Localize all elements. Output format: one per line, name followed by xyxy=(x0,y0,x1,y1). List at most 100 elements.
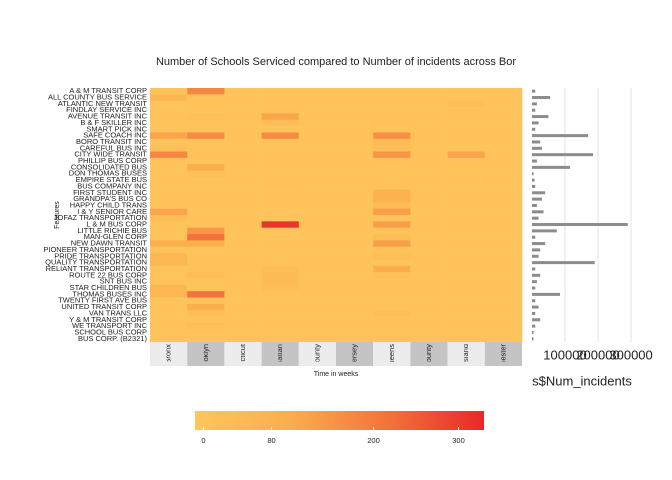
heat-cell xyxy=(484,151,523,159)
bar xyxy=(531,324,536,328)
heat-cell xyxy=(373,195,411,203)
heat-cell xyxy=(447,227,486,235)
heat-cell xyxy=(410,113,448,121)
heat-cell xyxy=(298,183,337,190)
heat-cell xyxy=(336,164,374,171)
heat-cell xyxy=(150,316,188,324)
heat-cell xyxy=(410,297,448,305)
heat-cell xyxy=(298,215,337,222)
heat-cell xyxy=(373,335,411,343)
heat-cell xyxy=(447,265,486,273)
x-tick-label: Brooklyn xyxy=(201,344,210,373)
heat-cell xyxy=(373,157,411,165)
heat-cell xyxy=(484,316,523,324)
bar xyxy=(531,330,534,334)
heat-cell xyxy=(484,119,523,127)
heat-cell xyxy=(224,94,262,101)
heat-cell xyxy=(298,303,337,311)
heat-cell xyxy=(447,215,486,222)
bar xyxy=(531,96,551,100)
heat-cell xyxy=(224,272,262,279)
row-label: VAN TRANS LLC xyxy=(89,308,148,317)
row-label: CAREFUL BUS INC xyxy=(80,143,148,152)
heat-cell xyxy=(298,284,337,292)
heat-cell xyxy=(298,234,337,241)
heat-cell xyxy=(298,335,337,343)
heat-cell xyxy=(261,126,300,133)
heat-cell xyxy=(261,291,300,298)
heat-cell xyxy=(298,119,337,127)
heat-cell xyxy=(261,145,300,152)
heat-cell xyxy=(484,138,523,146)
heat-cell xyxy=(447,335,486,343)
row-label: ALL COUNTY BUS SERVICE xyxy=(48,93,147,102)
heat-cell xyxy=(150,138,188,146)
bar xyxy=(531,292,561,296)
heat-cell xyxy=(224,259,262,267)
heat-cell xyxy=(410,151,448,159)
heat-cell xyxy=(298,221,337,228)
heat-cell xyxy=(484,189,523,197)
row-label: SAFE COACH INC xyxy=(83,131,147,140)
heat-cell xyxy=(224,316,262,324)
row-label: DON THOMAS BUSES xyxy=(69,169,147,178)
heat-cell xyxy=(447,246,486,254)
row-label: MAN-GLEN CORP xyxy=(84,232,147,241)
colorbar-tick-label: 300 xyxy=(452,436,465,445)
heat-cell xyxy=(224,157,262,165)
heat-cell xyxy=(261,227,300,235)
heat-cell xyxy=(150,234,188,241)
heat-cell xyxy=(187,284,225,292)
heat-cell xyxy=(484,335,523,343)
heat-cell xyxy=(373,284,411,292)
heat-cell xyxy=(336,234,374,241)
heat-cell xyxy=(150,215,188,222)
heat-cell xyxy=(187,126,225,133)
heat-cell xyxy=(224,322,262,330)
heat-cell xyxy=(336,151,374,159)
heat-cell xyxy=(336,227,374,235)
heat-cell xyxy=(224,126,262,133)
heat-cell xyxy=(447,291,486,298)
row-label: Y & M TRANSIT CORP xyxy=(69,315,147,324)
heat-cell xyxy=(187,157,225,165)
heat-cell xyxy=(224,208,262,216)
heat-cell xyxy=(224,113,262,121)
heat-cell xyxy=(336,189,374,197)
heat-cell xyxy=(298,310,337,317)
x-tick-label: Connecticut xyxy=(238,343,247,384)
heat-cell xyxy=(224,195,262,203)
row-label: A & M TRANSIT CORP xyxy=(69,86,147,95)
heat-cell xyxy=(261,138,300,146)
bar xyxy=(531,153,594,157)
heat-cell xyxy=(150,132,188,140)
heat-cell xyxy=(447,100,486,108)
heat-cell xyxy=(150,297,188,305)
heat-cell xyxy=(150,208,188,216)
heat-cell xyxy=(298,195,337,203)
heat-cell xyxy=(336,183,374,190)
heat-cell xyxy=(150,94,188,101)
heat-cell xyxy=(224,278,262,286)
heat-cell xyxy=(373,246,411,254)
heat-cell xyxy=(484,164,523,171)
heat-cell xyxy=(150,119,188,127)
heat-cell xyxy=(298,253,337,260)
heat-cell xyxy=(484,145,523,152)
heat-cell xyxy=(336,221,374,228)
bar xyxy=(531,242,546,246)
heat-cell xyxy=(298,94,337,101)
row-label: SMART PICK INC xyxy=(86,124,147,133)
heat-cell xyxy=(224,234,262,241)
heat-cell xyxy=(224,164,262,171)
heat-cell xyxy=(298,170,337,178)
heat-cell xyxy=(410,195,448,203)
heat-cell xyxy=(336,126,374,133)
heat-cell xyxy=(224,145,262,152)
heat-cell xyxy=(336,253,374,260)
heat-cell xyxy=(373,278,411,286)
heat-cell xyxy=(336,316,374,324)
heat-cell xyxy=(410,278,448,286)
heat-cell xyxy=(410,246,448,254)
heat-cell xyxy=(261,246,300,254)
